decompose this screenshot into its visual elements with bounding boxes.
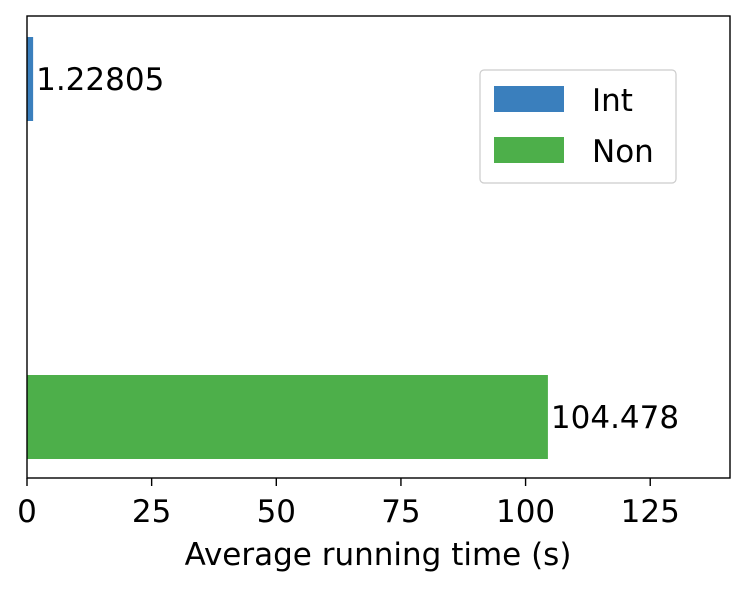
legend: Int Non (479, 69, 677, 184)
x-tick-label: 50 (257, 494, 296, 530)
data-label-int: 1.22805 (36, 62, 164, 98)
data-labels-layer: 1.22805 104.478 (36, 62, 679, 436)
legend-swatch-int (494, 86, 564, 112)
x-tick-label: 100 (496, 494, 555, 530)
bar-int (27, 37, 34, 121)
x-tick-label: 75 (381, 494, 420, 530)
bar-non (27, 375, 548, 459)
legend-label-non: Non (592, 134, 654, 170)
x-tick-label: 25 (132, 494, 171, 530)
legend-swatch-non (494, 137, 564, 163)
data-label-non: 104.478 (551, 400, 679, 436)
x-tick-label: 125 (621, 494, 680, 530)
x-axis-title: Average running time (s) (185, 537, 572, 573)
x-axis-ticks: 0 25 50 75 100 125 (17, 478, 680, 530)
bars-layer (27, 37, 548, 459)
x-tick-label: 0 (17, 494, 37, 530)
legend-label-int: Int (592, 83, 633, 119)
plot-frame (26, 15, 731, 479)
